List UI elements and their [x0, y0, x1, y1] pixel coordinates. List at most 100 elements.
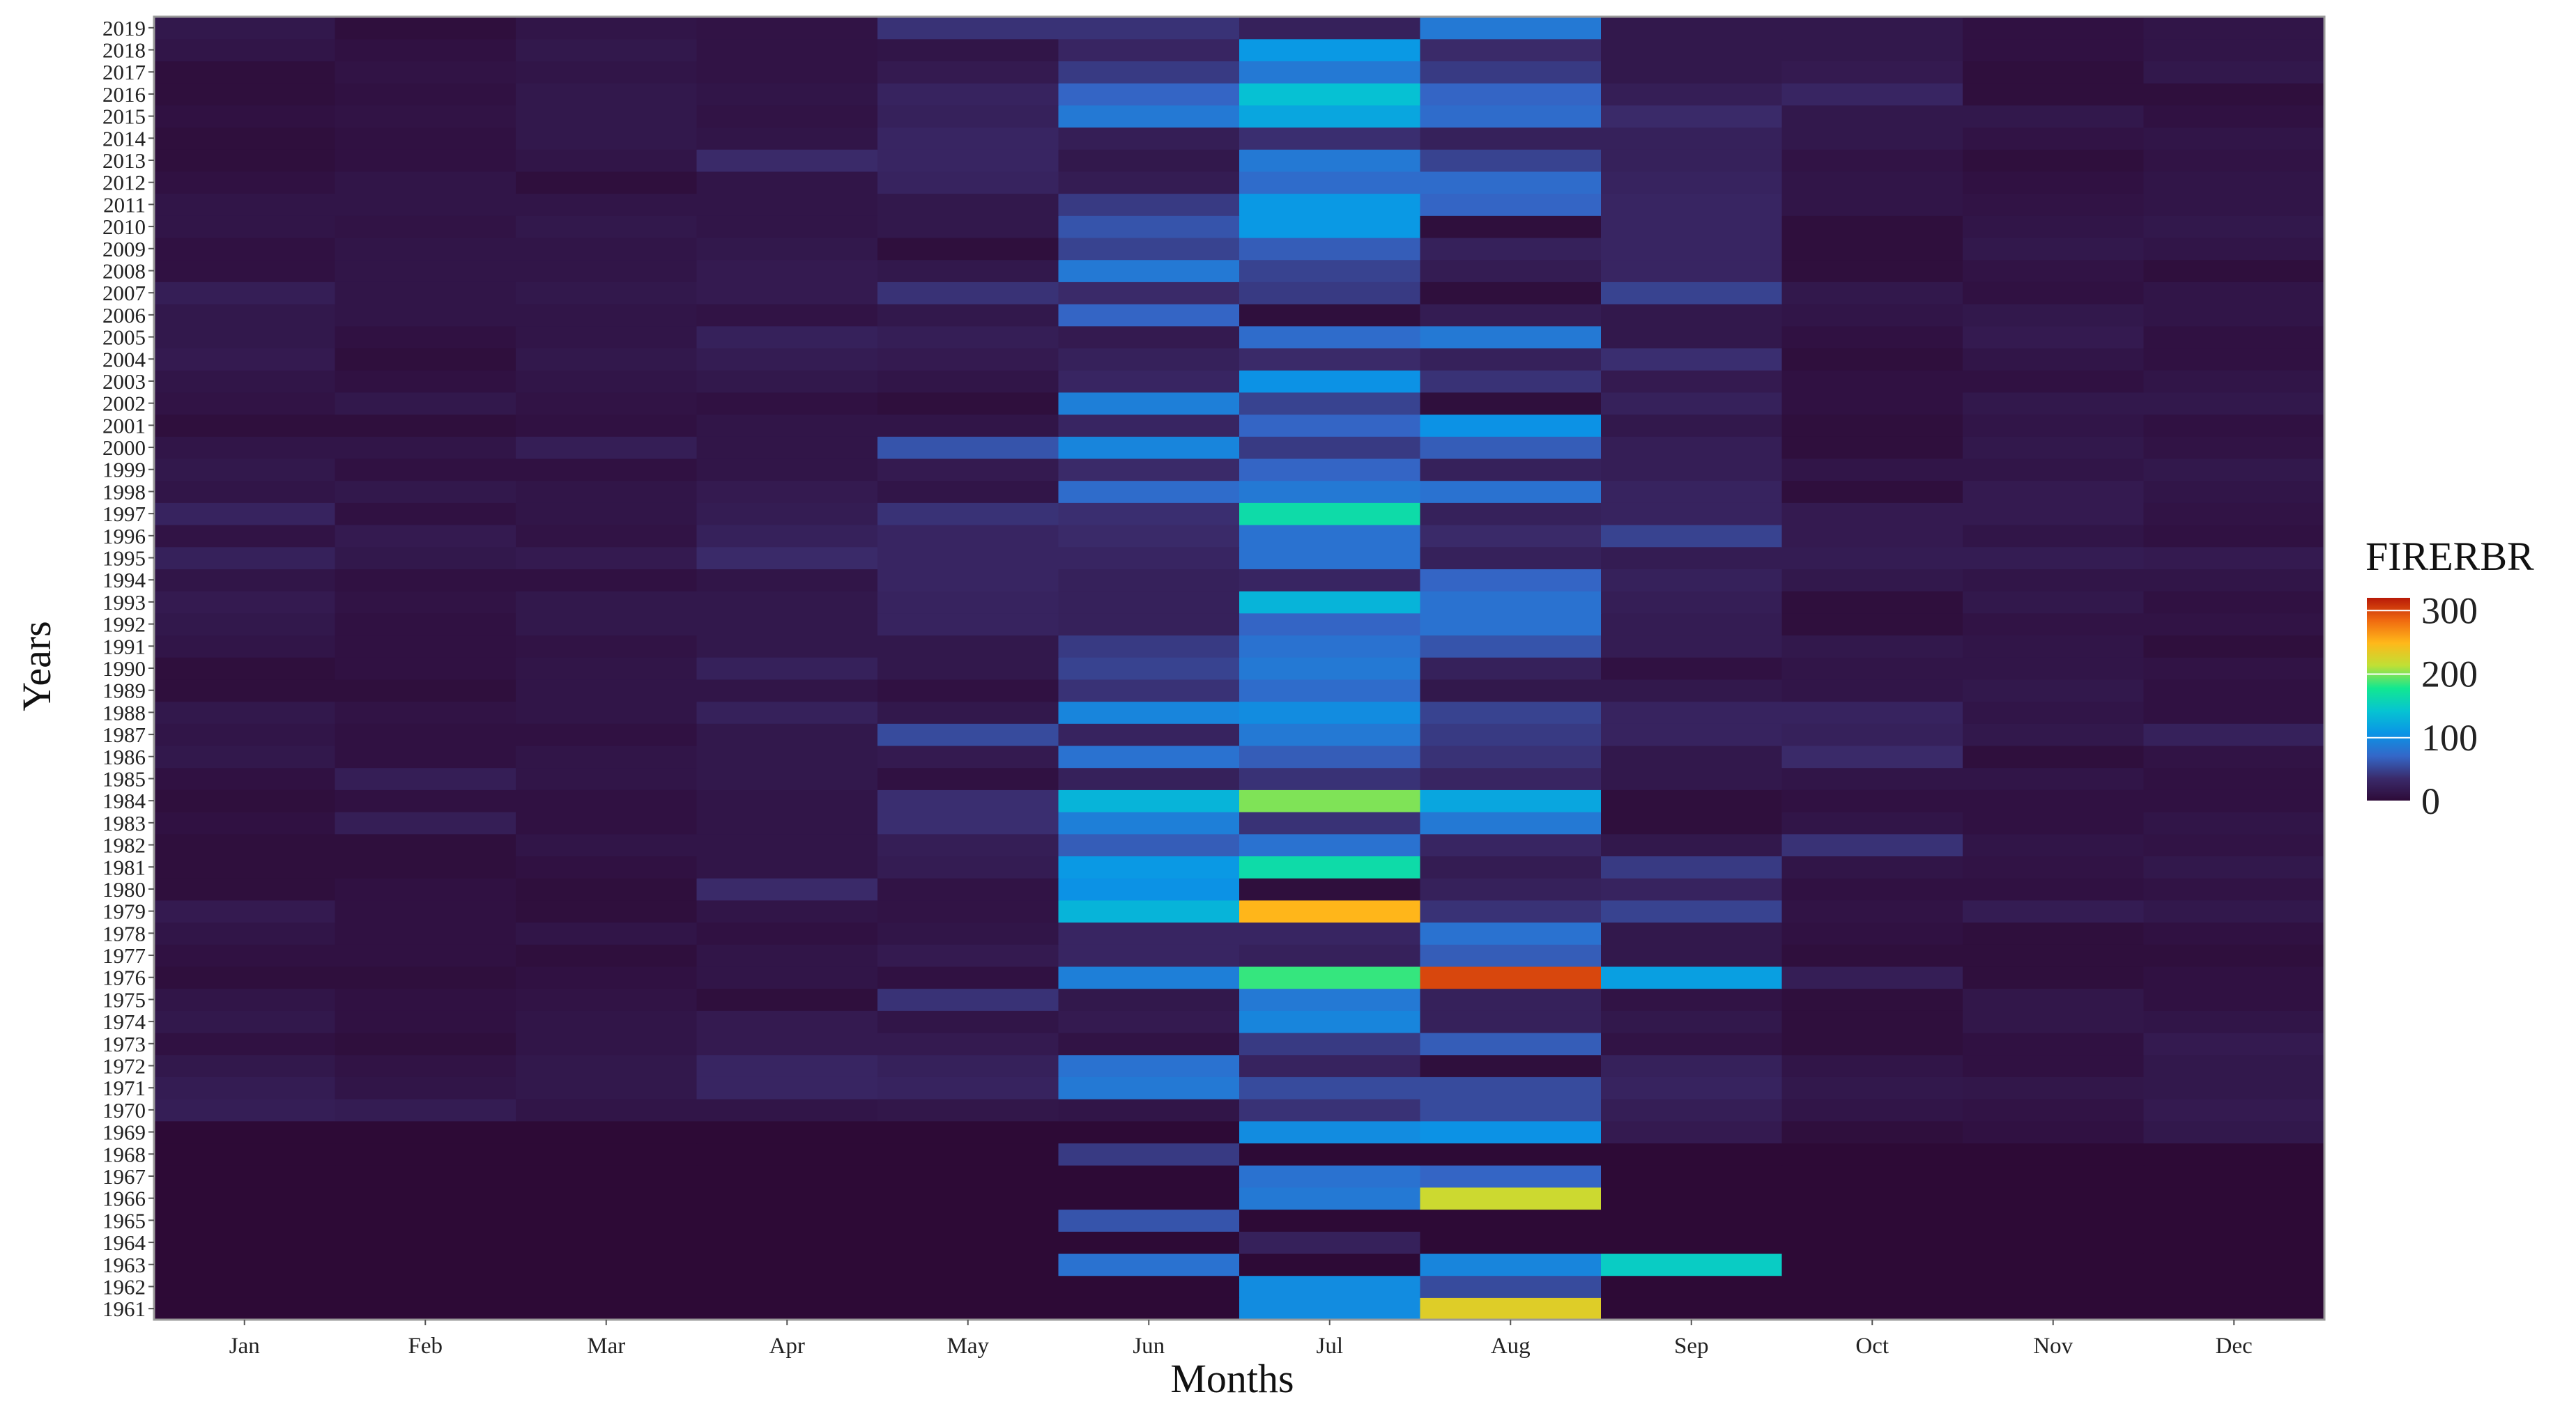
- heatmap-cell: [1963, 1143, 2145, 1166]
- heatmap-cell: [154, 480, 336, 503]
- heatmap-cell: [1239, 38, 1421, 61]
- heatmap-cell: [1963, 944, 2145, 967]
- heatmap-cell: [1601, 900, 1783, 923]
- x-tick-label: Sep: [1674, 1334, 1709, 1359]
- heatmap-cell: [516, 1099, 698, 1122]
- legend-tick-label: 100: [2421, 717, 2478, 759]
- heatmap-cell: [696, 988, 878, 1011]
- heatmap-cell: [154, 1099, 336, 1122]
- heatmap-cell: [1781, 127, 1963, 150]
- y-tick-label: 1967: [102, 1164, 146, 1189]
- y-tick-label: 1969: [102, 1120, 146, 1145]
- heatmap-cell: [516, 833, 698, 856]
- heatmap-cell: [1781, 458, 1963, 481]
- y-tick-label: 2019: [102, 16, 146, 40]
- heatmap-cell: [1058, 591, 1240, 614]
- y-tick-label: 2000: [102, 435, 146, 460]
- heatmap-cell: [1781, 436, 1963, 459]
- heatmap-cell: [1963, 657, 2145, 680]
- heatmap-cell: [1601, 789, 1783, 812]
- heatmap-cell: [516, 856, 698, 879]
- heatmap-cell: [516, 988, 698, 1011]
- heatmap-cell: [2143, 701, 2325, 724]
- heatmap-cell: [516, 414, 698, 437]
- heatmap-cell: [1239, 856, 1421, 879]
- heatmap-cell: [1781, 833, 1963, 856]
- heatmap-cell: [696, 856, 878, 879]
- heatmap-cell: [1420, 83, 1602, 106]
- heatmap-cell: [335, 237, 516, 261]
- heatmap-cell: [1058, 524, 1240, 548]
- heatmap-cell: [2143, 1054, 2325, 1077]
- heatmap-cell: [2143, 149, 2325, 172]
- heatmap-cell: [1420, 281, 1602, 304]
- heatmap-cell: [877, 856, 1059, 879]
- heatmap-cell: [154, 17, 336, 40]
- heatmap-cell: [1420, 1120, 1602, 1144]
- heatmap-cell: [335, 325, 516, 349]
- y-tick-label: 1982: [102, 833, 146, 858]
- heatmap-cell: [1601, 944, 1783, 967]
- heatmap-cell: [1058, 833, 1240, 856]
- heatmap-cell: [154, 767, 336, 790]
- heatmap-cell: [516, 612, 698, 636]
- heatmap-cell: [1420, 569, 1602, 592]
- heatmap-cell: [1963, 480, 2145, 503]
- heatmap-cell: [516, 436, 698, 459]
- heatmap-cell: [877, 1010, 1059, 1033]
- heatmap-cell: [1781, 1275, 1963, 1298]
- heatmap-cell: [696, 524, 878, 548]
- heatmap-cell: [2143, 1143, 2325, 1166]
- heatmap-cell: [1239, 812, 1421, 835]
- heatmap-cell: [516, 149, 698, 172]
- heatmap-cell: [1781, 591, 1963, 614]
- heatmap-cell: [1420, 612, 1602, 636]
- heatmap-cell: [516, 281, 698, 304]
- heatmap-cell: [696, 745, 878, 769]
- heatmap-cell: [2143, 281, 2325, 304]
- heatmap-cell: [877, 789, 1059, 812]
- heatmap-cell: [2143, 127, 2325, 150]
- heatmap-cell: [1963, 1120, 2145, 1144]
- heatmap-cell: [696, 1054, 878, 1077]
- heatmap-cell: [2143, 105, 2325, 128]
- heatmap-cell: [154, 789, 336, 812]
- y-tick-label: 1987: [102, 723, 146, 747]
- heatmap-cell: [877, 1297, 1059, 1320]
- heatmap-cell: [1781, 61, 1963, 84]
- heatmap-cell: [1239, 878, 1421, 901]
- heatmap-cell: [516, 1054, 698, 1077]
- heatmap-cell: [2143, 392, 2325, 415]
- heatmap-cell: [516, 1231, 698, 1254]
- heatmap-cell: [516, 1076, 698, 1099]
- heatmap-cell: [877, 259, 1059, 282]
- heatmap-cell: [877, 215, 1059, 238]
- y-tick-label: 2013: [102, 148, 146, 173]
- heatmap-cell: [516, 1297, 698, 1320]
- heatmap-cell: [1601, 1076, 1783, 1099]
- heatmap-cell: [696, 723, 878, 746]
- heatmap-cell: [335, 38, 516, 61]
- heatmap-cell: [1963, 701, 2145, 724]
- heatmap-cell: [516, 1010, 698, 1033]
- heatmap-cell: [696, 1209, 878, 1232]
- heatmap-cell: [335, 171, 516, 194]
- heatmap-cell: [1601, 370, 1783, 393]
- heatmap-cell: [1058, 1165, 1240, 1188]
- x-tick-label: Apr: [769, 1334, 805, 1359]
- y-tick-label: 1994: [102, 568, 146, 592]
- heatmap-cell: [696, 281, 878, 304]
- y-tick-label: 1962: [102, 1274, 146, 1299]
- heatmap-cell: [696, 1253, 878, 1276]
- heatmap-cell: [1239, 767, 1421, 790]
- heatmap-cell: [1058, 745, 1240, 769]
- heatmap-cell: [877, 812, 1059, 835]
- heatmap-cell: [696, 127, 878, 150]
- y-tick-label: 2009: [102, 237, 146, 261]
- x-tick-label: Jan: [229, 1334, 260, 1359]
- heatmap-cell: [696, 679, 878, 702]
- heatmap-cell: [335, 701, 516, 724]
- heatmap-cell: [516, 944, 698, 967]
- heatmap-cell: [154, 83, 336, 106]
- y-tick-label: 2006: [102, 303, 146, 327]
